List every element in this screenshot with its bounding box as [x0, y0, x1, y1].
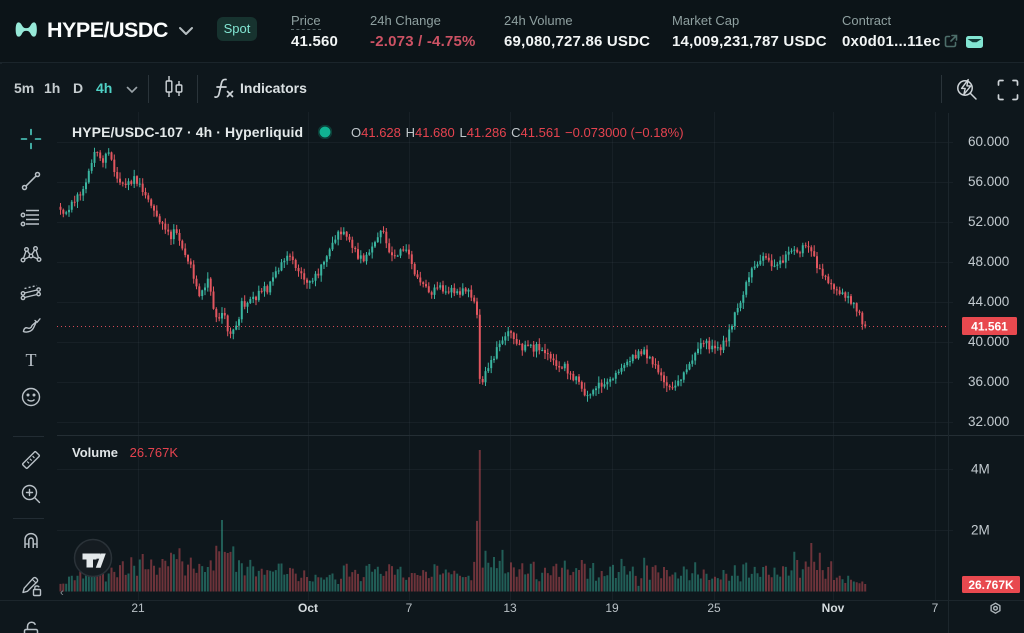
svg-text:56.000: 56.000	[968, 174, 1009, 189]
svg-text:36.000: 36.000	[968, 374, 1009, 389]
svg-text:21: 21	[131, 601, 145, 615]
svg-text:32.000: 32.000	[968, 414, 1009, 429]
svg-text:40.000: 40.000	[968, 334, 1009, 349]
svg-text:‹: ‹	[60, 587, 64, 599]
svg-text:T: T	[26, 350, 37, 370]
svg-text:Oct: Oct	[298, 601, 318, 615]
svg-text:26.767K: 26.767K	[968, 578, 1014, 592]
svg-text:7: 7	[932, 601, 939, 615]
svg-text:4M: 4M	[971, 462, 990, 477]
svg-text:7: 7	[406, 601, 413, 615]
svg-text:2M: 2M	[971, 523, 990, 538]
svg-text:41.561: 41.561	[971, 320, 1008, 334]
svg-text:60.000: 60.000	[968, 134, 1009, 149]
svg-text:13: 13	[503, 601, 517, 615]
svg-text:Nov: Nov	[822, 601, 845, 615]
svg-text:48.000: 48.000	[968, 254, 1009, 269]
svg-text:52.000: 52.000	[968, 214, 1009, 229]
svg-text:44.000: 44.000	[968, 294, 1009, 309]
svg-text:19: 19	[605, 601, 619, 615]
svg-text:25: 25	[707, 601, 721, 615]
